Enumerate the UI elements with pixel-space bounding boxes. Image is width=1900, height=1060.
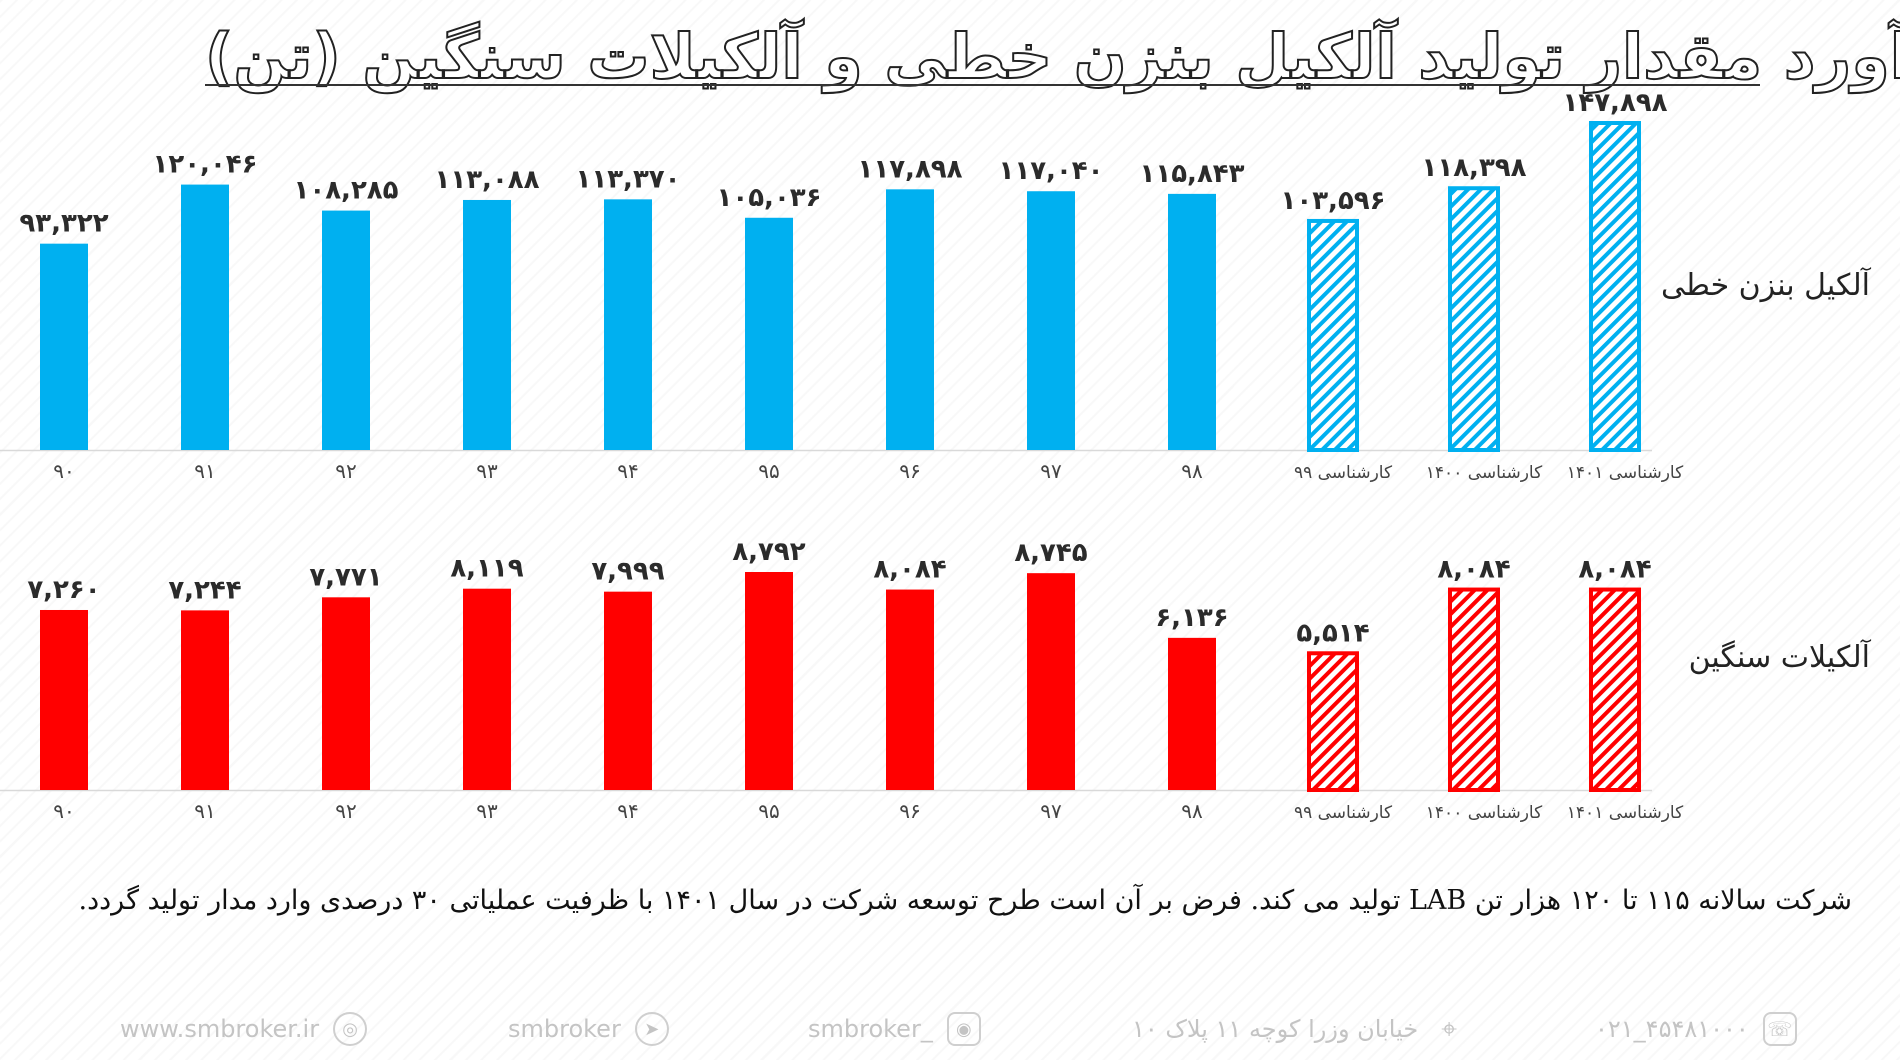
bar	[463, 588, 511, 790]
bar-charts: ۹۳,۳۲۲ ۹۰ ۱۲۰,۰۴۶ ۹۱ ۱۰۸,۲۸۵ ۹۲ ۱۱۳,۰۸۸ ۹۳ ۱۱۳,۳…	[0, 88, 1684, 823]
bar	[604, 591, 652, 790]
x-tick-label: ۹۸	[1181, 799, 1203, 823]
footer-instagram[interactable]: smbroker_ ◉	[808, 1012, 981, 1046]
bar	[322, 597, 370, 790]
x-tick-label: ۹۲	[335, 459, 356, 483]
data-label: ۱۱۷,۰۴۰	[998, 156, 1103, 186]
data-label: ۱۰۸,۲۸۵	[293, 176, 398, 206]
bar	[40, 243, 88, 450]
x-tick-label: ۹۲	[335, 799, 356, 823]
bar-estimated	[1589, 121, 1641, 452]
data-label: ۱۰۳,۵۹۶	[1280, 186, 1385, 216]
instagram-icon: ◉	[946, 1012, 981, 1046]
data-label: ۱۲۰,۰۴۶	[152, 150, 257, 180]
phone-icon: ☏	[1762, 1012, 1797, 1046]
x-tick-label: ۹۶	[899, 459, 920, 483]
bar	[1168, 193, 1216, 451]
data-label: ۷,۲۶۰	[27, 575, 100, 605]
x-tick-label: کارشناسی ۱۴۰۱	[1567, 803, 1684, 823]
instagram-handle[interactable]: smbroker_	[808, 1015, 933, 1043]
x-tick-label: ۹۴	[617, 459, 638, 483]
footer-telegram[interactable]: smbroker ➤	[508, 1012, 669, 1046]
data-label: ۱۰۵,۰۳۶	[716, 183, 821, 213]
bar	[40, 609, 88, 790]
x-tick-label: ۹۱	[194, 459, 215, 483]
data-label: ۷,۹۹۹	[591, 557, 664, 587]
data-label: ۱۱۳,۳۷۰	[575, 164, 680, 194]
bar-estimated	[1448, 587, 1500, 792]
x-tick-label: ۹۵	[758, 459, 779, 483]
data-label: ۸,۰۸۴	[873, 555, 946, 585]
x-tick-label: ۹۷	[1040, 799, 1062, 823]
x-tick-label: کارشناسی ۱۴۰۰	[1426, 463, 1543, 483]
data-label: ۹۳,۳۲۲	[19, 209, 108, 239]
data-label: ۸,۰۸۴	[1437, 555, 1510, 585]
series-label-lab: آلکیل بنزن خطی	[1660, 268, 1870, 303]
series-label-heavy: آلکیلات سنگین	[1688, 640, 1870, 675]
x-tick-label: کارشناسی ۹۹	[1294, 463, 1393, 483]
data-label: ۷,۷۷۱	[309, 562, 382, 592]
x-tick-label: کارشناسی ۹۹	[1294, 803, 1393, 823]
bar	[181, 610, 229, 790]
bar	[1027, 573, 1075, 790]
title-underline	[205, 84, 1760, 86]
x-tick-label: ۹۳	[476, 799, 498, 823]
data-label: ۱۴۷,۸۹۸	[1562, 88, 1667, 118]
data-label: ۸,۰۸۴	[1578, 555, 1651, 585]
website-link[interactable]: www.smbroker.ir	[120, 1015, 320, 1043]
footer-address: خیابان وزرا کوچه ۱۱ پلاک ۱۰ ⌖	[1132, 1012, 1466, 1046]
x-tick-label: ۹۱	[194, 799, 215, 823]
data-label: ۵,۵۱۴	[1296, 618, 1369, 648]
x-tick-label: ۹۴	[617, 799, 638, 823]
bar-estimated	[1307, 218, 1359, 452]
telegram-handle[interactable]: smbroker	[508, 1015, 621, 1043]
data-label: ۱۱۷,۸۹۸	[857, 154, 962, 184]
bar-estimated	[1589, 587, 1641, 792]
data-label: ۸,۷۹۲	[732, 537, 805, 567]
data-label: ۱۱۸,۳۹۸	[1421, 153, 1526, 183]
data-label: ۸,۱۱۹	[450, 554, 523, 584]
bar	[886, 189, 934, 450]
bar	[604, 199, 652, 450]
x-tick-label: ۹۵	[758, 799, 779, 823]
x-tick-label: ۹۰	[53, 799, 74, 823]
lab-chart: ۹۳,۳۲۲ ۹۰ ۱۲۰,۰۴۶ ۹۱ ۱۰۸,۲۸۵ ۹۲ ۱۱۳,۰۸۸ ۹۳ ۱۱۳,۳…	[0, 88, 1684, 483]
x-tick-label: ۹۷	[1040, 459, 1062, 483]
bar	[886, 589, 934, 790]
bar	[745, 217, 793, 450]
bar-estimated	[1448, 186, 1500, 452]
data-label: ۱۱۵,۸۴۳	[1139, 159, 1244, 189]
x-tick-label: ۹۸	[1181, 459, 1203, 483]
page-title: برآورد مقدار تولید آلکیل بنزن خطی و آلکی…	[204, 20, 1900, 93]
bar	[463, 199, 511, 450]
address-text: خیابان وزرا کوچه ۱۱ پلاک ۱۰	[1132, 1015, 1419, 1043]
footer-phone: ۰۲۱_۴۵۴۸۱۰۰۰ ☏	[1595, 1012, 1797, 1046]
logo-icon: ◎	[333, 1012, 368, 1046]
footer-website[interactable]: www.smbroker.ir ◎	[120, 1012, 368, 1046]
location-pin-icon: ⌖	[1441, 1012, 1458, 1045]
footnote-text: شرکت سالانه ۱۱۵ تا ۱۲۰ هزار تن LAB تولید…	[78, 885, 1852, 916]
x-tick-label: کارشناسی ۱۴۰۱	[1567, 463, 1684, 483]
x-tick-label: کارشناسی ۱۴۰۰	[1426, 803, 1543, 823]
heavy-alkylate-chart: ۷,۲۶۰ ۹۰ ۷,۲۴۴ ۹۱ ۷,۷۷۱ ۹۲ ۸,۱۱۹ ۹۳ ۷,۹۹۹ ۹۴ ۸,۷۹۲…	[0, 537, 1684, 823]
data-label: ۶,۱۳۶	[1155, 603, 1228, 633]
x-tick-label: ۹۶	[899, 799, 920, 823]
telegram-icon: ➤	[634, 1012, 669, 1046]
phone-number: ۰۲۱_۴۵۴۸۱۰۰۰	[1595, 1015, 1749, 1043]
bar	[181, 184, 229, 450]
bar	[745, 572, 793, 790]
bar	[322, 210, 370, 450]
data-label: ۷,۲۴۴	[168, 575, 241, 605]
data-label: ۱۱۳,۰۸۸	[434, 165, 539, 195]
data-label: ۸,۷۴۵	[1014, 538, 1087, 568]
bar-estimated	[1307, 651, 1359, 792]
x-tick-label: ۹۰	[53, 459, 74, 483]
x-tick-label: ۹۳	[476, 459, 498, 483]
bar	[1027, 191, 1075, 451]
bar	[1168, 637, 1216, 790]
footer: www.smbroker.ir ◎ smbroker ➤ smbroker_ ◉…	[0, 1000, 1900, 1060]
